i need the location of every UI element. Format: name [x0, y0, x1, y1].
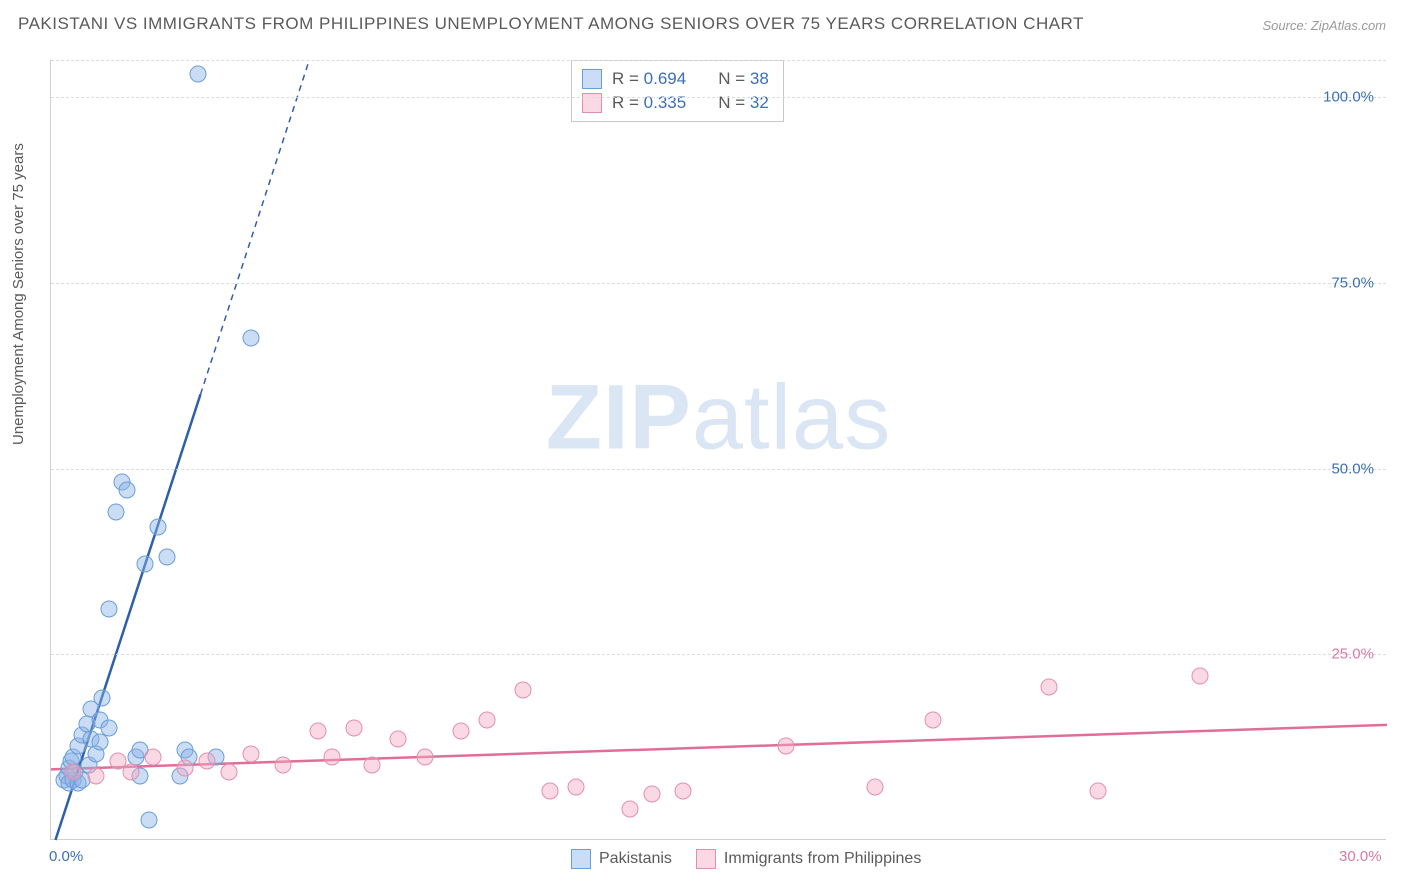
- scatter-marker: [149, 519, 166, 536]
- gridline: [51, 469, 1386, 470]
- scatter-marker: [176, 760, 193, 777]
- stats-legend-box: R = 0.694 N = 38 R = 0.335 N = 32: [571, 60, 784, 122]
- gridline: [51, 283, 1386, 284]
- stat-n: N = 38: [718, 69, 769, 89]
- scatter-marker: [100, 600, 117, 617]
- y-tick-label: 100.0%: [1323, 89, 1374, 106]
- scatter-marker: [345, 719, 362, 736]
- scatter-marker: [777, 738, 794, 755]
- scatter-marker: [100, 719, 117, 736]
- scatter-marker: [198, 753, 215, 770]
- stats-row: R = 0.335 N = 32: [582, 91, 769, 115]
- stats-row: R = 0.694 N = 38: [582, 67, 769, 91]
- scatter-marker: [107, 504, 124, 521]
- scatter-marker: [363, 756, 380, 773]
- y-axis-label: Unemployment Among Seniors over 75 years: [10, 143, 27, 445]
- legend-label: Pakistanis: [599, 850, 672, 868]
- scatter-marker: [274, 756, 291, 773]
- series-swatch: [582, 93, 602, 113]
- scatter-marker: [123, 764, 140, 781]
- scatter-marker: [94, 689, 111, 706]
- gridline: [51, 654, 1386, 655]
- scatter-marker: [118, 481, 135, 498]
- scatter-marker: [675, 782, 692, 799]
- scatter-marker: [568, 779, 585, 796]
- series-swatch: [582, 69, 602, 89]
- scatter-marker: [390, 730, 407, 747]
- series-swatch: [696, 849, 716, 869]
- legend-item: Pakistanis: [571, 849, 672, 869]
- x-tick-label: 0.0%: [49, 848, 83, 865]
- scatter-marker: [924, 712, 941, 729]
- scatter-marker: [323, 749, 340, 766]
- legend-item: Immigrants from Philippines: [696, 849, 921, 869]
- y-tick-label: 25.0%: [1331, 646, 1374, 663]
- scatter-marker: [1040, 678, 1057, 695]
- series-swatch: [571, 849, 591, 869]
- scatter-marker: [417, 749, 434, 766]
- scatter-marker: [310, 723, 327, 740]
- scatter-marker: [452, 723, 469, 740]
- chart-container: PAKISTANI VS IMMIGRANTS FROM PHILIPPINES…: [0, 0, 1406, 892]
- gridline: [51, 97, 1386, 98]
- scatter-marker: [65, 764, 82, 781]
- scatter-marker: [158, 548, 175, 565]
- legend-label: Immigrants from Philippines: [724, 850, 921, 868]
- scatter-marker: [87, 767, 104, 784]
- chart-title: PAKISTANI VS IMMIGRANTS FROM PHILIPPINES…: [18, 14, 1084, 34]
- scatter-marker: [140, 812, 157, 829]
- scatter-marker: [243, 745, 260, 762]
- plot-area: ZIPatlas R = 0.694N = 38R = 0.335N = 32 …: [50, 60, 1386, 840]
- scatter-marker: [541, 782, 558, 799]
- scatter-marker: [621, 801, 638, 818]
- scatter-marker: [866, 779, 883, 796]
- gridline: [51, 60, 1386, 61]
- y-tick-label: 75.0%: [1331, 274, 1374, 291]
- scatter-marker: [479, 712, 496, 729]
- scatter-marker: [1191, 667, 1208, 684]
- scatter-marker: [91, 734, 108, 751]
- scatter-marker: [515, 682, 532, 699]
- trend-lines-layer: [51, 60, 1386, 839]
- scatter-marker: [243, 329, 260, 346]
- bottom-legend: Pakistanis Immigrants from Philippines: [571, 849, 921, 869]
- scatter-marker: [644, 786, 661, 803]
- y-tick-label: 50.0%: [1331, 460, 1374, 477]
- stat-r: R = 0.335: [612, 93, 686, 113]
- scatter-marker: [1089, 782, 1106, 799]
- scatter-marker: [189, 65, 206, 82]
- scatter-marker: [221, 764, 238, 781]
- stat-r: R = 0.694: [612, 69, 686, 89]
- stat-n: N = 32: [718, 93, 769, 113]
- source-attribution: Source: ZipAtlas.com: [1262, 18, 1386, 33]
- scatter-marker: [145, 749, 162, 766]
- scatter-marker: [136, 556, 153, 573]
- x-tick-label: 30.0%: [1339, 848, 1382, 865]
